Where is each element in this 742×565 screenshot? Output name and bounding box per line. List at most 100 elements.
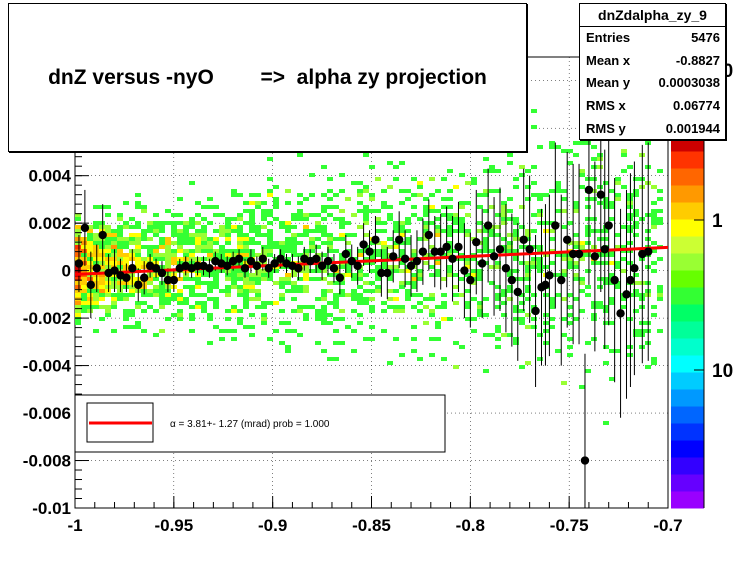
density-cell	[405, 289, 411, 293]
density-cell	[453, 217, 459, 221]
density-cell	[273, 197, 279, 201]
density-cell	[111, 293, 117, 297]
density-cell	[585, 269, 591, 273]
density-cell	[399, 305, 405, 309]
density-cell	[189, 241, 195, 245]
density-cell	[567, 265, 573, 269]
density-cell	[525, 361, 531, 365]
density-cell	[447, 197, 453, 201]
density-cell	[381, 221, 387, 225]
density-cell	[465, 257, 471, 261]
density-cell	[351, 293, 357, 297]
density-cell	[369, 297, 375, 301]
profile-point	[489, 252, 499, 261]
density-cell	[573, 205, 579, 209]
density-cell	[585, 241, 591, 245]
density-cell	[513, 277, 519, 281]
density-cell	[585, 253, 591, 257]
color-scale-band	[671, 474, 704, 492]
density-cell	[393, 309, 399, 313]
density-cell	[279, 297, 285, 301]
density-cell	[531, 265, 537, 269]
density-cell	[291, 297, 297, 301]
density-cell	[195, 293, 201, 297]
density-cell	[399, 233, 405, 237]
density-cell	[459, 225, 465, 229]
density-cell	[603, 361, 609, 365]
density-cell	[657, 293, 663, 297]
profile-point	[495, 245, 505, 254]
density-cell	[261, 201, 267, 205]
density-cell	[459, 173, 465, 177]
density-cell	[207, 245, 213, 249]
density-cell	[465, 201, 471, 205]
density-cell	[117, 245, 123, 249]
density-cell	[561, 381, 567, 385]
density-cell	[111, 297, 117, 301]
density-cell	[465, 265, 471, 269]
density-cell	[183, 237, 189, 241]
density-cell	[537, 193, 543, 197]
density-cell	[459, 221, 465, 225]
density-cell	[651, 361, 657, 365]
density-cell	[405, 281, 411, 285]
density-cell	[513, 221, 519, 225]
density-cell	[657, 197, 663, 201]
density-cell	[585, 369, 591, 373]
density-cell	[459, 253, 465, 257]
density-cell	[483, 193, 489, 197]
density-cell	[429, 313, 435, 317]
density-cell	[279, 321, 285, 325]
density-cell	[249, 237, 255, 241]
profile-point	[80, 223, 90, 233]
density-cell	[249, 221, 255, 225]
density-cell	[387, 297, 393, 301]
density-cell	[573, 209, 579, 213]
density-cell	[243, 209, 249, 213]
color-scale-band	[671, 355, 704, 373]
density-cell	[327, 289, 333, 293]
density-cell	[195, 237, 201, 241]
density-cell	[357, 313, 363, 317]
density-cell	[153, 233, 159, 237]
density-cell	[255, 297, 261, 301]
density-cell	[345, 273, 351, 277]
profile-point	[507, 275, 517, 285]
density-cell	[549, 325, 555, 329]
density-cell	[315, 265, 321, 269]
density-cell	[141, 329, 147, 333]
density-cell	[111, 273, 117, 277]
density-cell	[615, 265, 621, 269]
density-cell	[183, 297, 189, 301]
profile-point	[252, 261, 262, 271]
density-cell	[339, 237, 345, 241]
density-cell	[471, 317, 477, 321]
color-scale-band	[671, 440, 704, 458]
density-cell	[441, 317, 447, 321]
density-cell	[621, 249, 627, 253]
density-cell	[243, 293, 249, 297]
density-cell	[93, 205, 99, 209]
density-cell	[195, 277, 201, 281]
density-cell	[99, 265, 105, 269]
density-cell	[435, 229, 441, 233]
profile-point	[483, 221, 493, 230]
density-cell	[87, 269, 93, 273]
density-cell	[141, 205, 147, 209]
density-cell	[285, 229, 291, 233]
profile-point	[240, 264, 250, 273]
density-cell	[243, 301, 249, 305]
density-cell	[321, 297, 327, 301]
density-cell	[375, 265, 381, 269]
density-cell	[465, 273, 471, 277]
density-cell	[135, 249, 141, 253]
density-cell	[87, 237, 93, 241]
density-cell	[417, 273, 423, 277]
density-cell	[525, 289, 531, 293]
density-cell	[123, 201, 129, 205]
density-cell	[153, 293, 159, 297]
density-cell	[531, 293, 537, 297]
density-cell	[129, 241, 135, 245]
density-cell	[441, 213, 447, 217]
density-cell	[219, 213, 225, 217]
